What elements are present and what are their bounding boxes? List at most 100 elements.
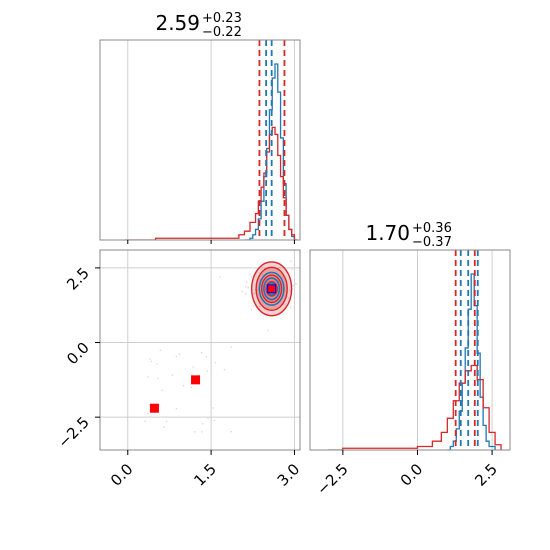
right-title-minus: −0.37: [412, 235, 452, 250]
joint-ytick-label: −2.5: [54, 413, 92, 451]
scatter-point: [267, 329, 269, 332]
joint-panel-frame: [99, 249, 301, 451]
joint-grid: [100, 250, 300, 450]
scatter-point: [289, 260, 292, 263]
right-xtick-label: −2.5: [313, 460, 351, 498]
right-histograms: [327, 273, 503, 450]
right-xticks: −2.5 0.0 2.5: [313, 450, 501, 499]
scatter-point: [205, 355, 208, 358]
scatter-point: [161, 389, 164, 392]
blue-contour: [258, 271, 285, 307]
top-panel-frame: [99, 39, 301, 241]
right-title-plus: +0.36: [412, 221, 452, 236]
right-title-value: 1.70: [365, 221, 410, 245]
scatter-point: [201, 431, 203, 433]
scatter-point: [192, 366, 195, 368]
right-marginal-panel: −2.5 0.0 2.5 1.70 +0.36 −0.37: [309, 221, 511, 499]
joint-markers: [149, 284, 277, 413]
scatter-point: [159, 349, 162, 352]
scatter-point: [252, 305, 255, 307]
top-hist-red: [125, 126, 298, 240]
scatter-point: [245, 293, 247, 295]
scatter-point: [190, 386, 193, 389]
scatter-point: [250, 308, 253, 311]
scatter-point: [287, 296, 290, 299]
scatter-point: [182, 384, 185, 387]
scatter-point: [293, 266, 295, 269]
scatter-point: [311, 288, 313, 290]
right-xtick-label: 2.5: [471, 460, 501, 490]
scatter-point: [293, 282, 296, 284]
right-panel-frame: [309, 249, 511, 451]
scatter-point: [289, 307, 292, 309]
scatter-point: [144, 420, 146, 423]
joint-yticks: 2.5 0.0 −2.5: [54, 264, 100, 452]
scatter-point: [240, 290, 243, 293]
scatter-point: [200, 351, 203, 354]
joint-panel: 0.0 1.5 3.0 2.5 0.0 −2.5: [54, 249, 313, 490]
scatter-point: [206, 370, 209, 372]
scatter-point: [260, 268, 263, 271]
scatter-point: [201, 423, 204, 425]
top-title-plus: +0.23: [202, 11, 242, 26]
scatter-point: [292, 284, 295, 287]
joint-xticks: 0.0 1.5 3.0: [107, 450, 303, 490]
scatter-point: [291, 268, 293, 271]
scatter-point: [171, 374, 174, 376]
right-xtick-label: 0.0: [397, 460, 427, 490]
square-marker: [149, 403, 159, 413]
right-grid: [342, 250, 493, 450]
scatter-point: [207, 417, 209, 420]
top-marginal-panel: 2.59 +0.23 −0.22: [99, 11, 301, 244]
scatter-point: [178, 353, 181, 355]
joint-xtick-label: 1.5: [190, 460, 220, 490]
top-grid: [127, 40, 295, 240]
scatter-point: [157, 377, 159, 380]
square-marker: [191, 375, 201, 385]
scatter-point: [230, 346, 232, 348]
blue-contour: [263, 277, 281, 301]
scatter-point: [175, 355, 178, 358]
square-marker: [268, 285, 276, 293]
scatter-point: [214, 361, 217, 364]
joint-xtick-label: 3.0: [274, 460, 304, 490]
right-quantile-lines: [454, 250, 479, 450]
scatter-point: [250, 276, 253, 278]
scatter-point: [258, 272, 261, 274]
scatter-point: [249, 273, 251, 276]
top-quantile-lines: [258, 40, 286, 240]
scatter-point: [149, 415, 151, 418]
scatter-point: [293, 286, 296, 289]
right-hist-blue: [447, 273, 497, 450]
scatter-point: [156, 363, 159, 365]
joint-xtick-label: 0.0: [107, 460, 137, 490]
scatter-point: [147, 376, 149, 378]
scatter-point: [295, 283, 297, 285]
right-hist-red: [327, 364, 503, 450]
scatter-point: [213, 419, 216, 422]
scatter-point: [163, 426, 165, 428]
joint-ytick-label: 2.5: [63, 264, 93, 294]
scatter-point: [288, 289, 291, 291]
scatter-point: [149, 358, 151, 360]
scatter-point: [223, 368, 226, 371]
scatter-point: [245, 286, 247, 288]
scatter-point: [150, 360, 153, 363]
scatter-point: [284, 303, 287, 305]
scatter-point: [210, 400, 212, 403]
scatter-point: [245, 281, 248, 284]
top-title-minus: −0.22: [202, 25, 242, 40]
scatter-point: [212, 407, 214, 409]
scatter-point: [254, 292, 256, 295]
scatter-point: [165, 420, 168, 423]
scatter-point: [258, 305, 261, 308]
scatter-point: [175, 407, 178, 410]
scatter-point: [254, 288, 256, 291]
scatter-point: [219, 276, 222, 278]
scatter-point: [147, 412, 149, 415]
scatter-point: [193, 430, 196, 433]
joint-ytick-label: 0.0: [63, 339, 93, 369]
scatter-point: [230, 430, 233, 433]
top-xticks: [127, 240, 295, 244]
